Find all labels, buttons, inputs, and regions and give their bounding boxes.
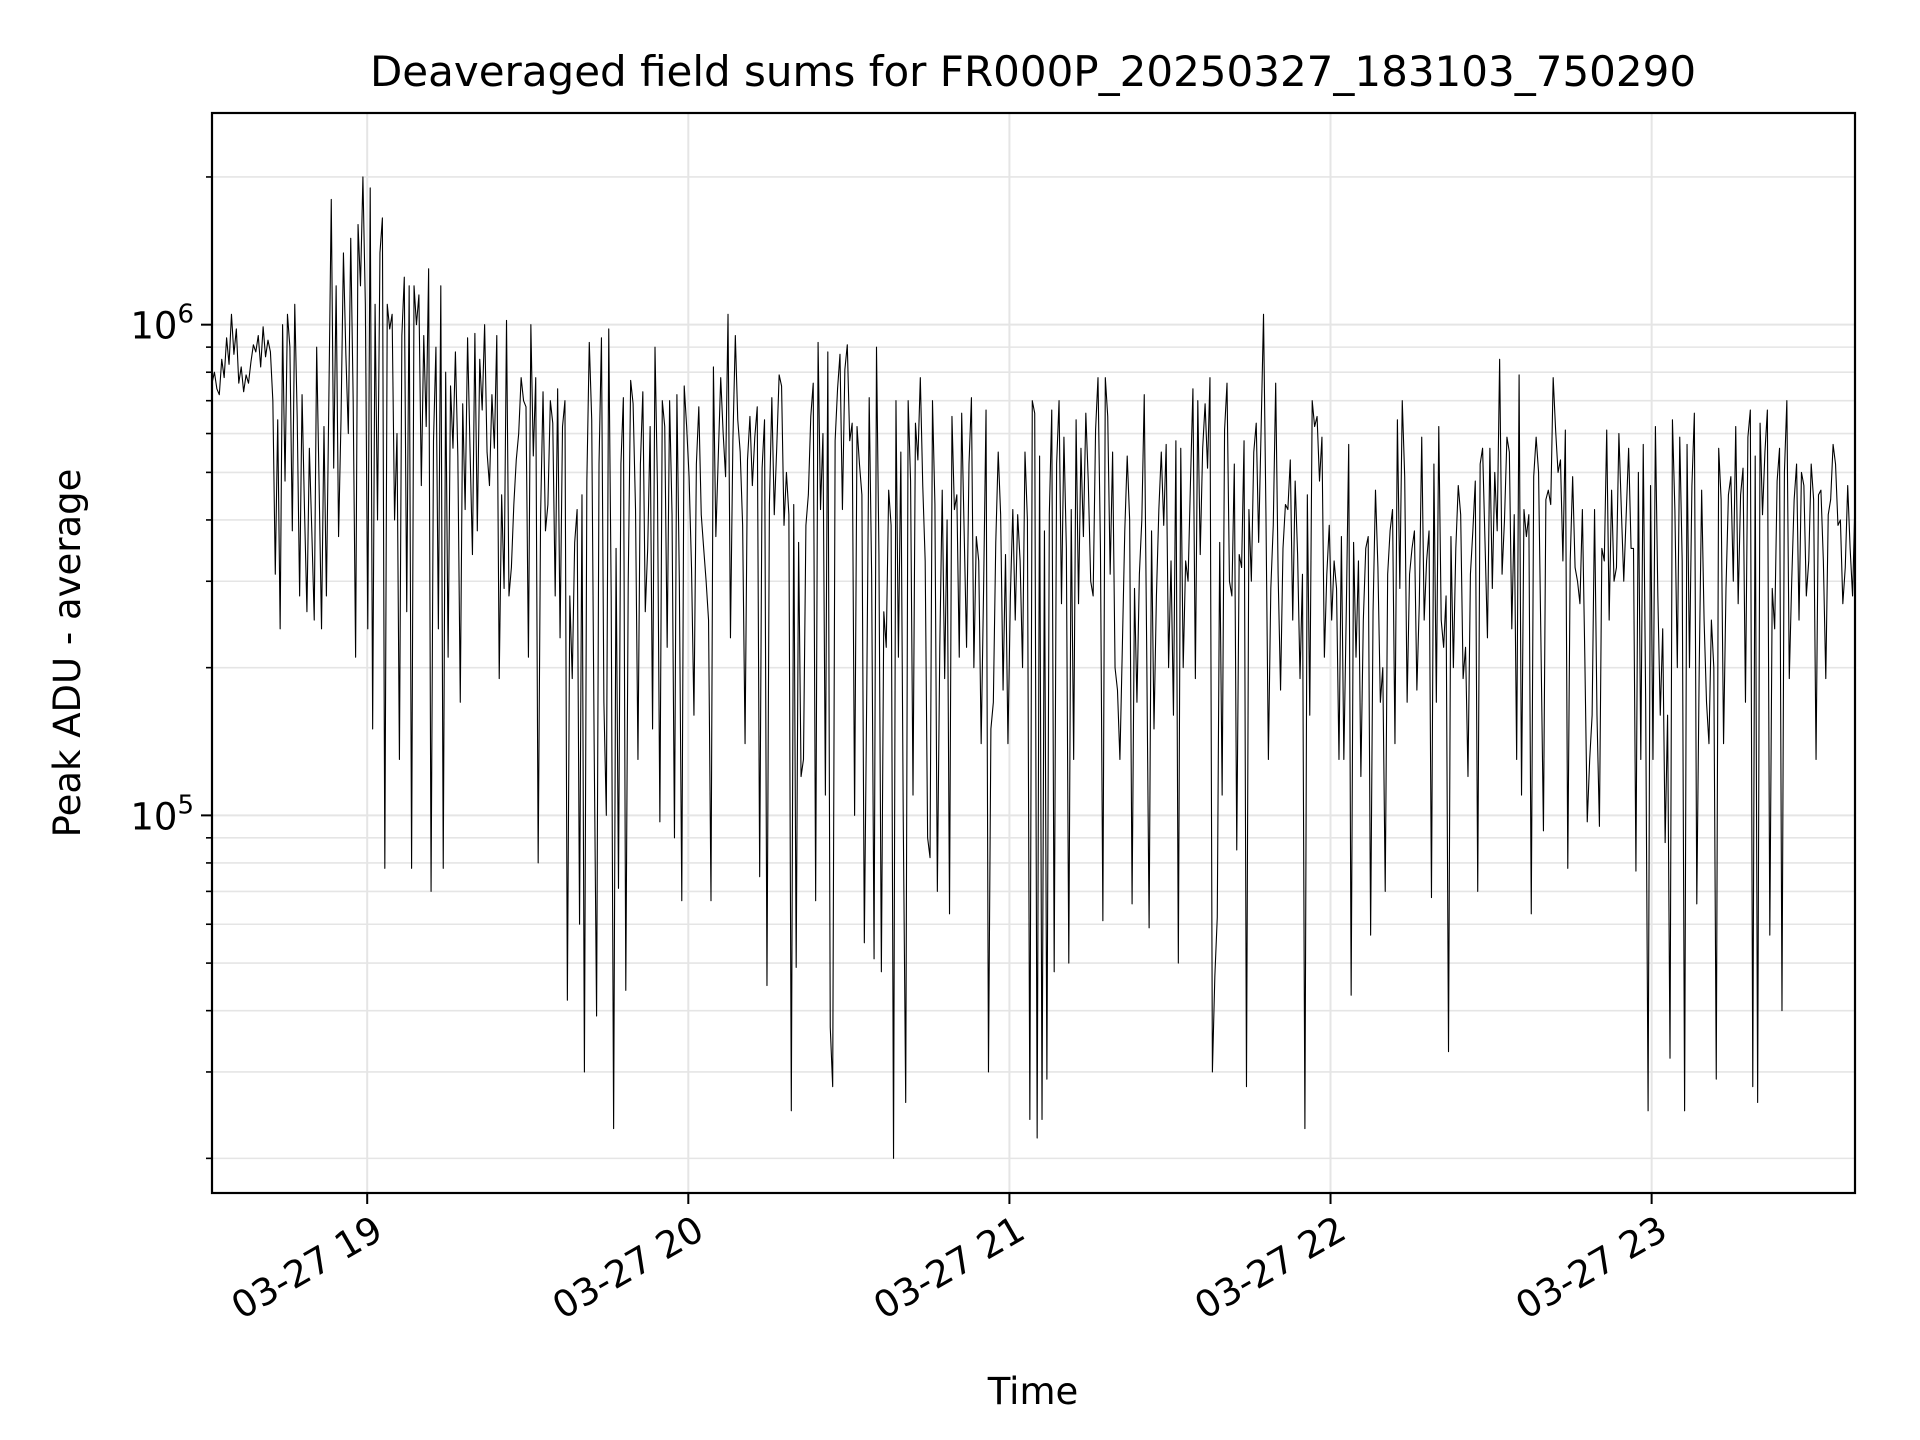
series-layer bbox=[211, 176, 1856, 1159]
chart-title: Deaveraged field sums for FR000P_2025032… bbox=[370, 47, 1696, 96]
y-tick-label: 106 bbox=[130, 300, 194, 348]
plot-frame bbox=[210, 111, 1857, 1195]
x-axis-label: Time bbox=[987, 1370, 1079, 1413]
y-tick-label: 105 bbox=[130, 790, 194, 838]
y-axis-ticks: 105 106 bbox=[130, 176, 212, 1160]
y-axis-label: Peak ADU - average bbox=[46, 469, 89, 838]
series-line bbox=[211, 176, 1856, 1159]
